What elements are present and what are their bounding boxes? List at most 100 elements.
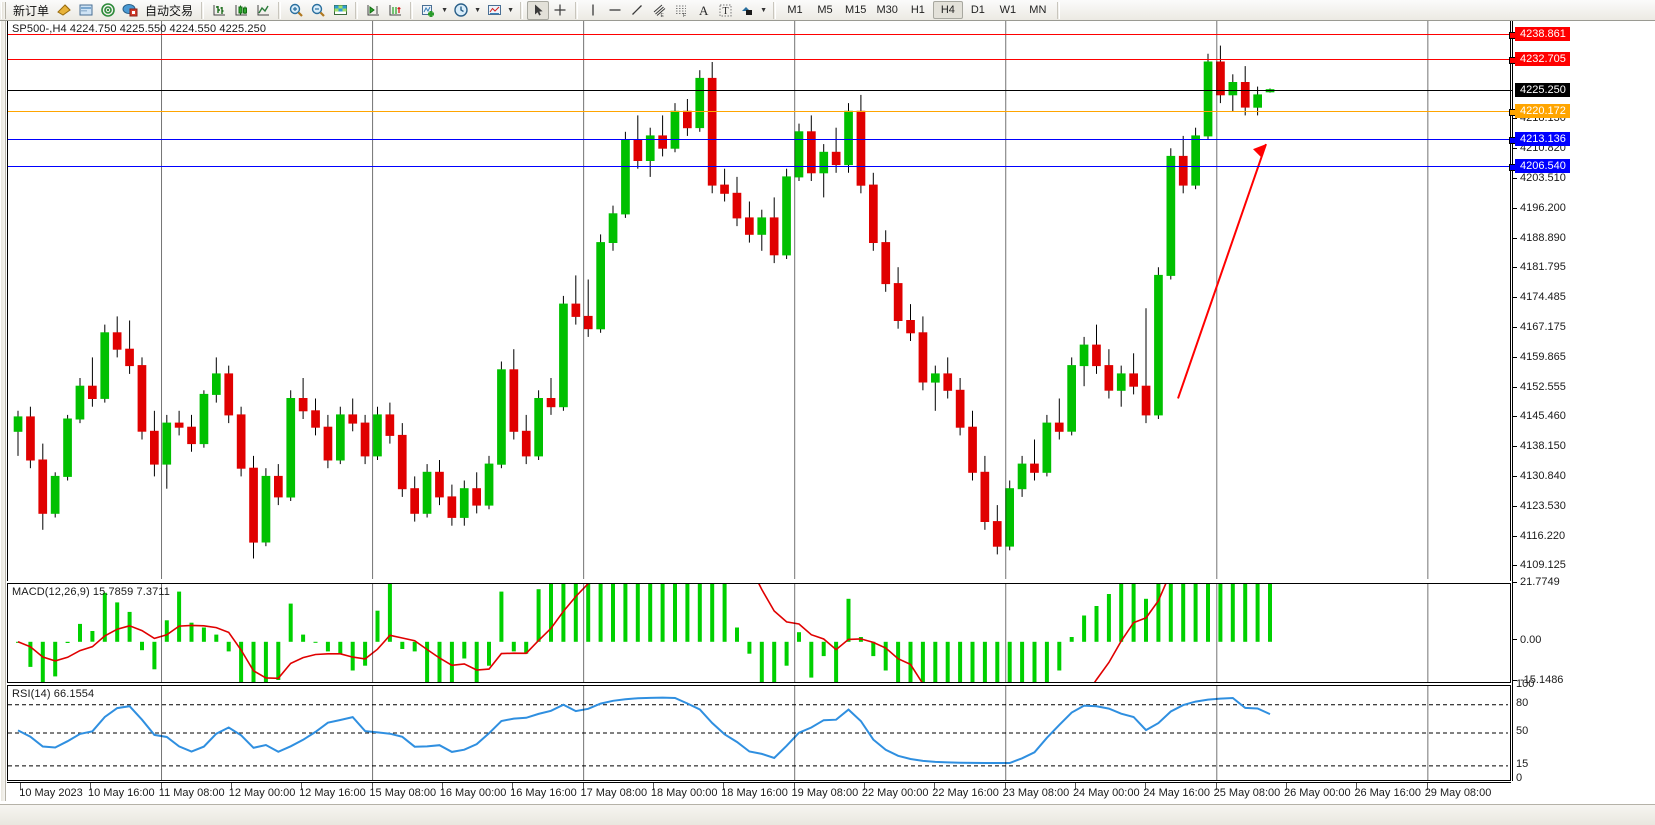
time-axis-label: 24 May 00:00 [1072, 787, 1140, 799]
timeframe-mn[interactable]: MN [1029, 4, 1047, 16]
periods-icon[interactable] [450, 1, 472, 20]
timeframe-m1[interactable]: M1 [787, 4, 803, 16]
timeframe-m5[interactable]: M5 [817, 4, 833, 16]
toolbar-separator [773, 1, 777, 19]
time-axis-separator [19, 783, 21, 790]
time-axis-label: 22 May 16:00 [932, 787, 999, 799]
toolbar-separator [278, 1, 282, 19]
resistance-line-label[interactable]: 4232.705 [1515, 52, 1570, 67]
time-axis-label: 17 May 08:00 [580, 787, 648, 799]
time-axis-separator [441, 783, 443, 790]
chart-left-grip[interactable] [0, 21, 6, 801]
toolbar-separator [201, 1, 205, 19]
templates-dropdown-arrow[interactable]: ▼ [507, 6, 514, 14]
time-axis-separator [1145, 783, 1147, 790]
macd-pane[interactable]: MACD(12,26,9) 15.7859 7.3711 [7, 583, 1511, 683]
macd-tick: 21.7749 [1513, 576, 1560, 588]
time-axis-label: 29 May 08:00 [1424, 787, 1492, 799]
crosshair-icon[interactable] [549, 1, 571, 20]
horizontal-line-icon[interactable] [604, 1, 626, 20]
support-line[interactable] [8, 164, 1516, 172]
autotrading-button[interactable]: 自动交易 [145, 3, 194, 18]
text-icon[interactable]: A [692, 1, 714, 20]
time-axis-label: 16 May 16:00 [510, 787, 577, 799]
rsi-label: RSI(14) 66.1554 [12, 688, 95, 700]
time-axis-separator [301, 783, 303, 790]
price-tick: 4130.840 [1513, 470, 1566, 482]
shapes-dropdown-arrow[interactable]: ▼ [760, 6, 767, 14]
time-axis-label: 12 May 00:00 [228, 787, 296, 799]
fibonacci-icon[interactable]: F [670, 1, 692, 20]
time-axis-separator [864, 783, 866, 790]
time-axis-separator [160, 783, 162, 790]
equidistant-channel-icon[interactable]: E [648, 1, 670, 20]
time-axis-label: 10 May 16:00 [88, 787, 155, 799]
autotrading-icon[interactable] [119, 1, 141, 20]
support-line[interactable] [8, 137, 1516, 145]
signals-icon[interactable] [97, 1, 119, 20]
trendline-icon[interactable] [626, 1, 648, 20]
price-pane[interactable]: SP500-,H4 4224.750 4225.550 4224.550 422… [7, 21, 1516, 581]
bar-chart-icon[interactable] [208, 1, 230, 20]
zoom-in-icon[interactable] [285, 1, 307, 20]
rsi-pane[interactable]: RSI(14) 66.1554 [7, 685, 1511, 781]
indicators-dropdown-arrow[interactable]: ▼ [441, 6, 448, 14]
support-line-label[interactable]: 4213.136 [1515, 132, 1570, 147]
current-price-label[interactable]: 4225.250 [1515, 82, 1570, 97]
pivot-line-label[interactable]: 4220.172 [1515, 103, 1570, 118]
zoom-out-icon[interactable] [307, 1, 329, 20]
templates-icon[interactable] [483, 1, 505, 20]
toolbar-grip[interactable] [1, 1, 6, 19]
toolbar-separator [355, 1, 359, 19]
price-scale[interactable]: 4218.130 4210.820 4203.510 4196.200 4188.890… [1512, 21, 1655, 784]
current-price[interactable] [8, 89, 1512, 91]
price-tick: 4181.795 [1513, 261, 1566, 273]
indicators-add-icon[interactable] [417, 1, 439, 20]
shapes-icon[interactable] [736, 1, 758, 20]
pivot-line[interactable] [8, 108, 1516, 116]
price-tick: 4138.150 [1513, 440, 1566, 452]
rsi-tick: 50 [1516, 725, 1529, 737]
timeframe-h1[interactable]: H1 [910, 4, 925, 16]
new-order-button[interactable]: 新订单 [13, 3, 50, 18]
time-axis-separator [371, 783, 373, 790]
time-axis-label: 19 May 08:00 [791, 787, 859, 799]
time-axis-label: 16 May 00:00 [439, 787, 507, 799]
periods-dropdown-arrow[interactable]: ▼ [474, 6, 481, 14]
auto-scroll-icon[interactable] [384, 1, 406, 20]
rsi-plot [8, 686, 1508, 780]
vertical-line-icon[interactable] [582, 1, 604, 20]
support-line-label[interactable]: 4206.540 [1515, 159, 1570, 174]
toolbar-separator-end [1056, 1, 1060, 19]
grid-icon[interactable] [329, 1, 351, 20]
time-axis-separator [1215, 783, 1217, 790]
price-tick: 4152.555 [1513, 381, 1566, 393]
time-axis-label: 18 May 16:00 [721, 787, 788, 799]
price-tick: 4159.865 [1513, 351, 1566, 363]
price-tick: 4145.460 [1513, 410, 1566, 422]
time-axis-separator [652, 783, 654, 790]
price-candles [13, 21, 1429, 579]
timeframe-w1[interactable]: W1 [999, 4, 1017, 16]
price-tick: 4196.200 [1513, 202, 1566, 214]
timeframe-h4[interactable]: H4 [932, 1, 963, 19]
chart-workspace[interactable]: SP500-,H4 4224.750 4225.550 4224.550 422… [0, 21, 1655, 825]
shift-end-icon[interactable] [362, 1, 384, 20]
status-bar [0, 804, 1655, 825]
expert-advisor-icon[interactable] [53, 1, 75, 20]
main-toolbar: 新订单 自动交易 [0, 0, 1655, 21]
data-window-icon[interactable] [75, 1, 97, 20]
resistance-line-label[interactable]: 4238.861 [1515, 26, 1570, 41]
timeframe-d1[interactable]: D1 [970, 4, 985, 16]
line-chart-icon[interactable] [252, 1, 274, 20]
timeframe-m30[interactable]: M30 [876, 4, 898, 16]
text-label-icon[interactable]: T [714, 1, 736, 20]
candlestick-chart-icon[interactable] [230, 1, 252, 20]
time-axis-label: 11 May 08:00 [158, 787, 225, 799]
resistance-line[interactable] [8, 57, 1516, 65]
time-axis[interactable]: 10 May 2023 10 May 16:00 11 May 08:00 12 Ma… [7, 782, 1511, 804]
cursor-icon[interactable] [527, 0, 550, 20]
time-axis-label: 10 May 2023 [19, 787, 83, 799]
timeframe-m15[interactable]: M15 [845, 4, 867, 16]
